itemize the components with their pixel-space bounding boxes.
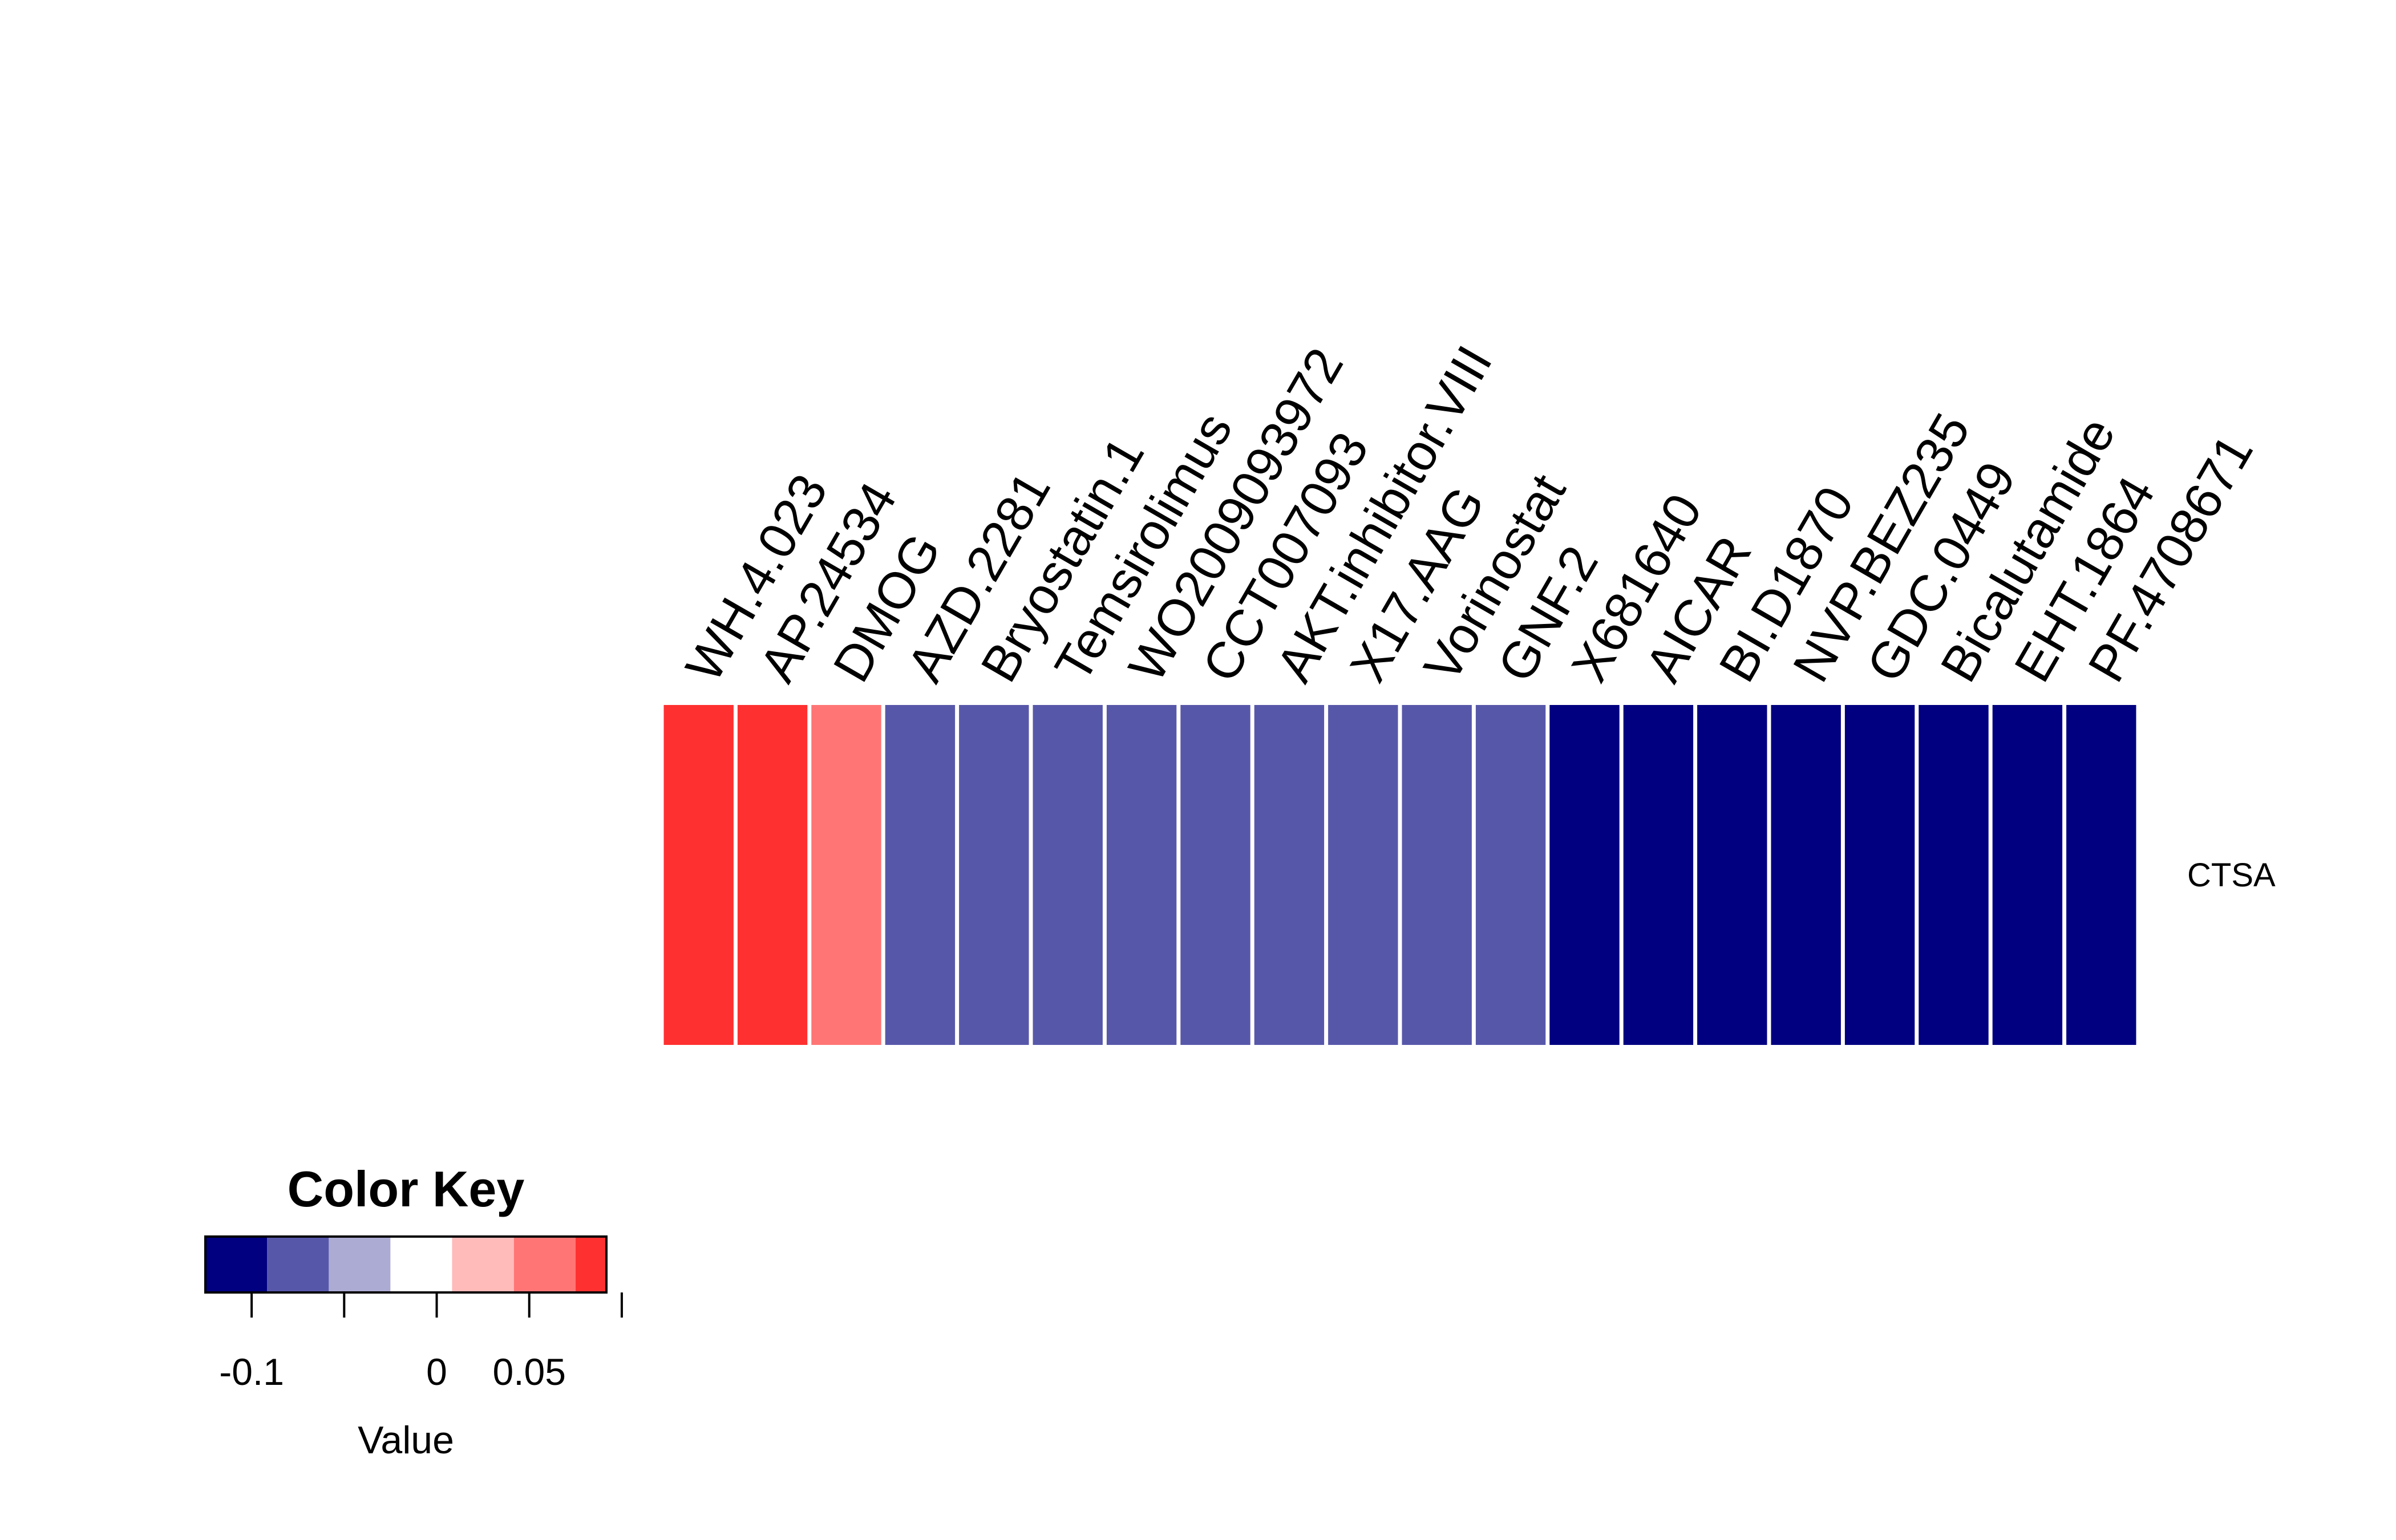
color-key: Color Key -0.1 0 0.05 Value: [204, 1161, 623, 1462]
color-key-tick-label: 0.05: [492, 1351, 565, 1393]
color-key-axis-label: Value: [358, 1419, 454, 1462]
heatmap-cell-8: [1180, 705, 1250, 1045]
color-key-bar: [204, 1235, 608, 1294]
heatmap-cell-18: [1919, 705, 1989, 1045]
heatmap-cell-10: [1328, 705, 1398, 1045]
heatmap-cell-12: [1475, 705, 1546, 1045]
color-key-swatch: [267, 1237, 329, 1292]
color-key-swatch: [575, 1237, 606, 1292]
heatmap-cell-20: [2066, 705, 2136, 1045]
heatmap-cell-1: [663, 705, 734, 1045]
heatmap-cell-7: [1106, 705, 1177, 1045]
heatmap-cell-19: [1992, 705, 2063, 1045]
column-labels: WH.4.023AP.24534DMOGAZD.2281Bryostatin.1…: [675, 337, 2264, 691]
heatmap-cell-6: [1033, 705, 1103, 1045]
heatmap-cell-9: [1254, 705, 1325, 1045]
color-key-border: [204, 1235, 608, 1294]
row-labels: CTSA: [2187, 857, 2276, 894]
heatmap-cell-5: [959, 705, 1029, 1045]
heatmap-cell-13: [1549, 705, 1620, 1045]
color-key-swatch: [329, 1237, 391, 1292]
heatmap-cell-15: [1697, 705, 1767, 1045]
heatmap-cell-2: [737, 705, 808, 1045]
color-key-tick-label: 0: [426, 1351, 447, 1393]
color-key-axis: -0.1 0 0.05: [219, 1292, 623, 1393]
color-key-swatch: [513, 1237, 576, 1292]
heatmap-cell-4: [885, 705, 956, 1045]
color-key-tick-label: -0.1: [219, 1351, 284, 1393]
heatmap-cell-16: [1771, 705, 1841, 1045]
color-key-swatch: [390, 1237, 452, 1292]
heatmap-cell-17: [1844, 705, 1915, 1045]
heatmap-cell-3: [811, 705, 881, 1045]
heatmap-cells: [663, 705, 2136, 1045]
heatmap-cell-11: [1402, 705, 1472, 1045]
heatmap-cell-14: [1623, 705, 1694, 1045]
color-key-title: Color Key: [288, 1161, 525, 1217]
color-key-swatch: [205, 1237, 268, 1292]
color-key-swatch: [452, 1237, 514, 1292]
row-label: CTSA: [2187, 857, 2276, 894]
